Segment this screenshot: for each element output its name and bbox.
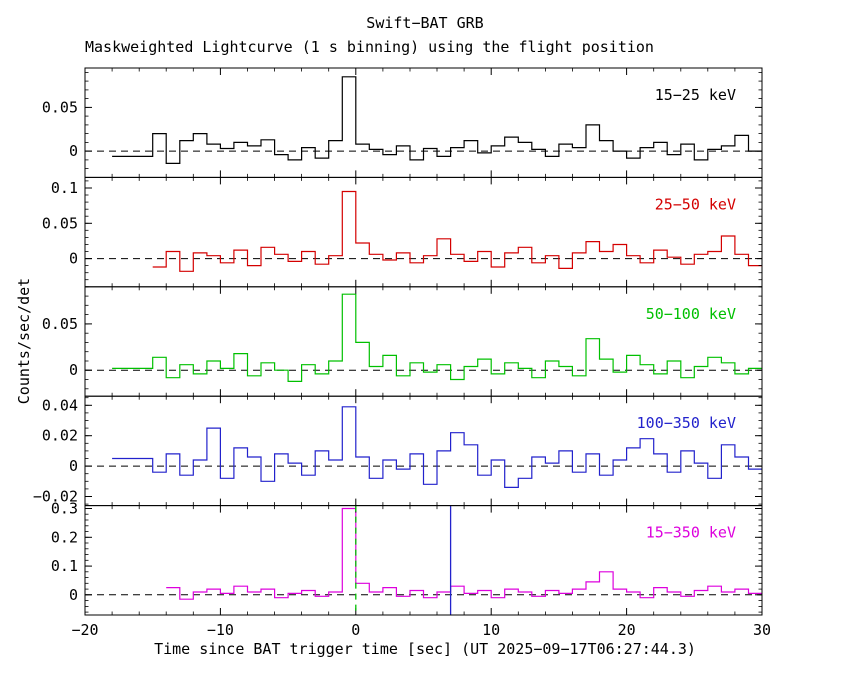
y-tick-label: 0 xyxy=(69,361,78,379)
x-tick-label: 0 xyxy=(351,621,360,639)
x-tick-label: 30 xyxy=(753,621,771,639)
x-axis-label: Time since BAT trigger time [sec] (UT 20… xyxy=(154,640,696,658)
panel-border xyxy=(84,176,763,288)
lightcurve-series xyxy=(112,406,762,488)
energy-band-label: 25−50 keV xyxy=(655,195,736,213)
panel-border xyxy=(84,505,763,616)
y-tick-label: 0 xyxy=(69,142,78,160)
y-tick-label: −0.02 xyxy=(33,488,78,506)
energy-band-label: 50−100 keV xyxy=(646,305,736,323)
lightcurve-series xyxy=(112,293,762,382)
panel-border xyxy=(84,67,763,178)
lightcurve-series xyxy=(112,76,762,164)
x-tick-label: −10 xyxy=(207,621,234,639)
y-tick-label: 0.05 xyxy=(42,315,78,333)
y-axis-label: Counts/sec/det xyxy=(15,277,33,405)
y-tick-label: 0.1 xyxy=(51,179,78,197)
y-tick-label: 0 xyxy=(69,457,78,475)
y-tick-label: 0 xyxy=(69,250,78,268)
panel-border xyxy=(84,286,763,397)
y-tick-label: 0.04 xyxy=(42,396,78,414)
y-tick-label: 0.1 xyxy=(51,557,78,575)
x-tick-label: 10 xyxy=(482,621,500,639)
y-tick-label: 0 xyxy=(69,586,78,604)
y-tick-label: 0.3 xyxy=(51,500,78,518)
energy-band-label: 15−350 keV xyxy=(646,524,736,542)
x-tick-label: −20 xyxy=(71,621,98,639)
energy-band-label: 100−350 keV xyxy=(637,414,736,432)
y-tick-label: 0.05 xyxy=(42,214,78,232)
x-tick-label: 20 xyxy=(618,621,636,639)
chart-subtitle: Maskweighted Lightcurve (1 s binning) us… xyxy=(85,38,654,56)
lightcurve-series xyxy=(152,190,762,272)
y-tick-label: 0.2 xyxy=(51,528,78,546)
y-tick-label: 0.02 xyxy=(42,427,78,445)
chart-title: Swift−BAT GRB xyxy=(366,14,484,32)
energy-band-label: 15−25 keV xyxy=(655,86,736,104)
panel-border xyxy=(84,395,763,507)
y-tick-label: 0.05 xyxy=(42,98,78,116)
lightcurve-series xyxy=(166,507,762,600)
